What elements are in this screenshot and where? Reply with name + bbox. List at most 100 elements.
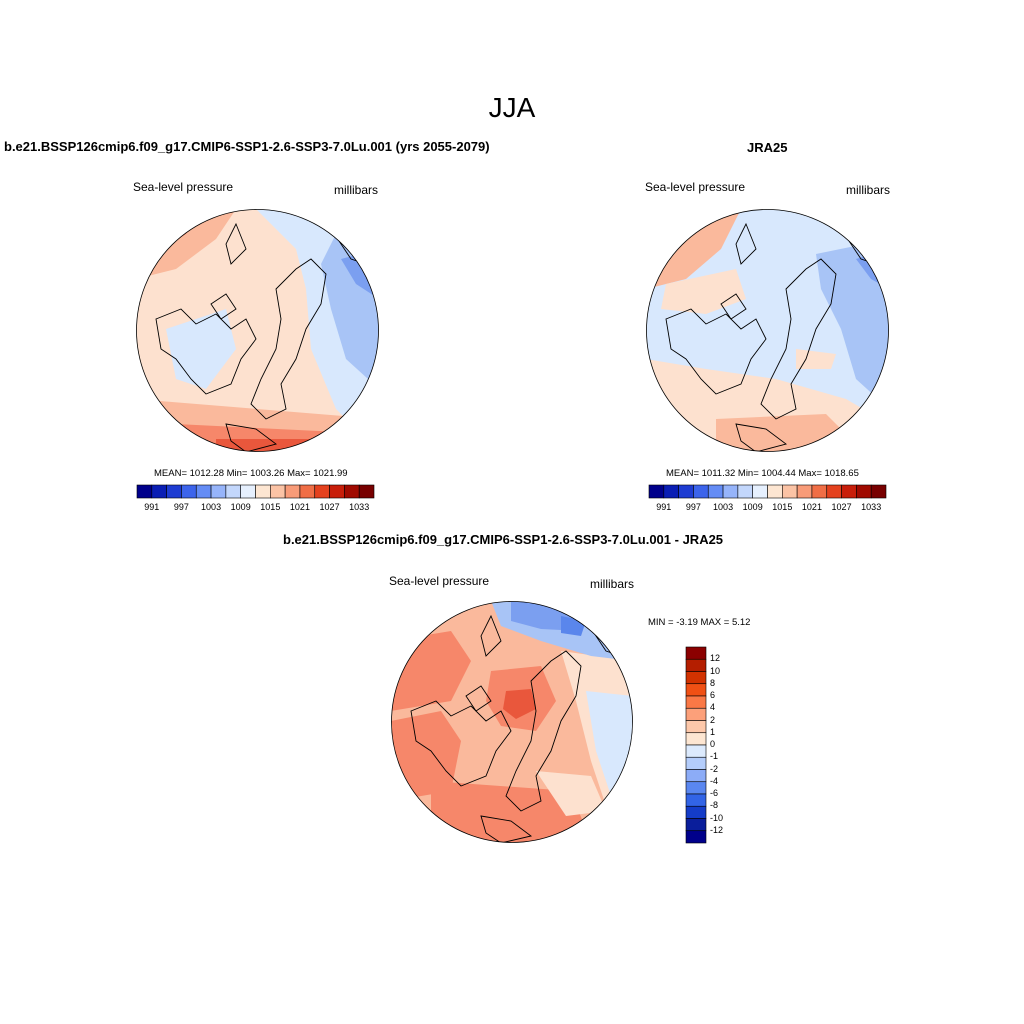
colorbar-box — [870, 484, 887, 499]
colorbar-box — [685, 695, 707, 709]
colorbar-box — [270, 484, 286, 499]
colorbar-box — [255, 484, 271, 499]
colorbar-tick-label: 1033 — [349, 502, 370, 512]
colorbar-obs — [648, 484, 887, 499]
colorbar-diff — [685, 646, 707, 844]
stats-obs: MEAN= 1011.32 Min= 1004.44 Max= 1018.65 — [666, 468, 859, 479]
colorbar-box — [811, 484, 828, 499]
colorbar-box — [767, 484, 783, 499]
colorbar-box — [856, 484, 872, 499]
colorbar-box — [685, 830, 707, 844]
variable-label-model: Sea-level pressure — [133, 180, 234, 194]
colorbar-box — [240, 484, 256, 499]
colorbar-box — [685, 793, 707, 807]
colorbar-tick-label: 6 — [710, 690, 716, 700]
colorbar-box — [663, 484, 679, 499]
figure-title: JJA — [488, 92, 536, 123]
colorbar-tick-label: -8 — [710, 800, 719, 811]
colorbar-box — [685, 646, 707, 660]
colorbar-box — [195, 484, 212, 499]
colorbar-tick-label: 997 — [173, 502, 189, 512]
colorbar-tick-label: -4 — [710, 775, 719, 786]
colorbar-box — [685, 671, 707, 685]
colorbar-tick-label: 12 — [710, 653, 721, 664]
colorbar-tick-label: -6 — [710, 788, 719, 798]
colorbar-tick-label: 1015 — [260, 502, 281, 512]
colorbar-tick-label: -1 — [710, 751, 719, 762]
panel-title-obs: JRA25 — [747, 140, 788, 155]
colorbar-box — [314, 484, 330, 499]
colorbar-tick-label: 1021 — [801, 502, 822, 512]
colorbar-box — [685, 744, 707, 758]
colorbar-tick-label: 1021 — [289, 502, 310, 512]
colorbar-box — [782, 484, 798, 499]
colorbar-labels-obs: 991 997 1003 1009 1015 1021 1027 1033 — [649, 502, 886, 514]
colorbar-labels-diff: 12 10 8 6 4 2 1 0 -1 -2 -4 -6 -8 -10 -12 — [710, 647, 750, 843]
colorbar-tick-label: 0 — [710, 739, 716, 749]
colorbar-tick-label: 1027 — [831, 502, 852, 512]
colorbar-box — [707, 484, 724, 499]
colorbar-box — [358, 484, 375, 499]
colorbar-box — [136, 484, 153, 499]
colorbar-tick-label: 991 — [656, 502, 672, 512]
units-label-obs: millibars — [846, 183, 891, 197]
colorbar-tick-label: 1003 — [713, 502, 734, 512]
colorbar-box — [685, 720, 707, 734]
colorbar-box — [826, 484, 842, 499]
units-label-model: millibars — [334, 183, 379, 197]
colorbar-tick-label: 1 — [710, 726, 716, 737]
colorbar-box — [685, 756, 707, 770]
colorbar-box — [151, 484, 167, 499]
colorbar-box — [737, 484, 753, 499]
colorbar-box — [841, 484, 857, 499]
colorbar-tick-label: 4 — [710, 702, 716, 713]
colorbar-tick-label: 8 — [710, 677, 716, 688]
panel-title-model: b.e21.BSSP126cmip6.f09_g17.CMIP6-SSP1-2.… — [4, 139, 490, 154]
colorbar-tick-label: 1003 — [201, 502, 222, 512]
units-label-diff: millibars — [590, 577, 635, 591]
colorbar-tick-label: 1033 — [861, 502, 882, 512]
colorbar-tick-label: 1015 — [772, 502, 793, 512]
colorbar-box — [685, 707, 707, 721]
colorbar-model — [136, 484, 375, 499]
colorbar-box — [685, 732, 707, 746]
colorbar-tick-label: 991 — [144, 502, 160, 512]
colorbar-tick-label: 1009 — [742, 502, 763, 512]
colorbar-box — [685, 769, 707, 783]
colorbar-tick-label: 10 — [710, 665, 721, 676]
stats-model: MEAN= 1012.28 Min= 1003.26 Max= 1021.99 — [154, 468, 348, 479]
colorbar-box — [344, 484, 360, 499]
colorbar-labels-model: 991 997 1003 1009 1015 1021 1027 1033 — [137, 502, 374, 514]
colorbar-box — [693, 484, 709, 499]
colorbar-box — [648, 484, 665, 499]
colorbar-box — [678, 484, 694, 499]
colorbar-box — [284, 484, 301, 499]
colorbar-tick-label: 1027 — [319, 502, 340, 512]
colorbar-box — [796, 484, 813, 499]
colorbar-box — [722, 484, 739, 499]
stats-diff: MIN = -3.19 MAX = 5.12 — [648, 617, 751, 628]
variable-label-diff: Sea-level pressure — [389, 574, 490, 588]
colorbar-tick-label: 2 — [710, 714, 716, 725]
polar-map-diff — [391, 601, 633, 843]
variable-label-obs: Sea-level pressure — [645, 180, 746, 194]
colorbar-tick-label: -2 — [710, 763, 719, 774]
colorbar-tick-label: 1009 — [230, 502, 251, 512]
colorbar-box — [166, 484, 182, 499]
colorbar-box — [329, 484, 345, 499]
colorbar-box — [685, 781, 707, 795]
colorbar-box — [685, 818, 707, 832]
colorbar-box — [752, 484, 768, 499]
colorbar-box — [685, 805, 707, 819]
colorbar-tick-label: -12 — [710, 824, 724, 835]
colorbar-box — [685, 658, 707, 672]
colorbar-box — [685, 683, 707, 697]
polar-map-model — [136, 209, 379, 452]
colorbar-box — [299, 484, 316, 499]
colorbar-box — [210, 484, 227, 499]
colorbar-box — [181, 484, 197, 499]
colorbar-tick-label: 997 — [685, 502, 701, 512]
colorbar-tick-label: -10 — [710, 812, 724, 823]
panel-title-diff: b.e21.BSSP126cmip6.f09_g17.CMIP6-SSP1-2.… — [283, 532, 724, 547]
colorbar-box — [225, 484, 241, 499]
